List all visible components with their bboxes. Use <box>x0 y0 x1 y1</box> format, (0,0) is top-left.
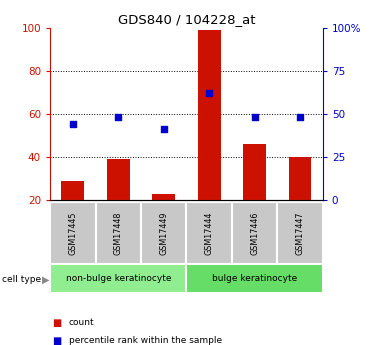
Text: cell type: cell type <box>2 275 41 284</box>
Bar <box>50 264 187 293</box>
Bar <box>278 202 323 264</box>
Point <box>297 115 303 120</box>
Bar <box>289 157 311 243</box>
Bar <box>243 144 266 243</box>
Bar <box>107 159 129 243</box>
Text: ■: ■ <box>52 336 61 345</box>
Point <box>70 121 76 127</box>
Bar <box>96 202 141 264</box>
Text: bulge keratinocyte: bulge keratinocyte <box>212 274 297 283</box>
Point <box>161 127 167 132</box>
Text: percentile rank within the sample: percentile rank within the sample <box>69 336 222 345</box>
Bar <box>141 202 187 264</box>
Bar <box>187 202 232 264</box>
Point <box>115 115 121 120</box>
Text: GSM17449: GSM17449 <box>159 211 168 255</box>
Point <box>252 115 257 120</box>
Bar <box>198 30 220 243</box>
Bar <box>232 202 278 264</box>
Text: GSM17448: GSM17448 <box>114 211 123 255</box>
Text: count: count <box>69 318 94 327</box>
Bar <box>50 202 96 264</box>
Text: GSM17444: GSM17444 <box>205 211 214 255</box>
Text: GSM17446: GSM17446 <box>250 211 259 255</box>
Bar <box>62 181 84 243</box>
Text: GSM17447: GSM17447 <box>296 211 305 255</box>
Title: GDS840 / 104228_at: GDS840 / 104228_at <box>118 13 255 27</box>
Bar <box>152 194 175 243</box>
Bar <box>187 264 323 293</box>
Text: ■: ■ <box>52 318 61 327</box>
Point <box>206 90 212 96</box>
Text: non-bulge keratinocyte: non-bulge keratinocyte <box>66 274 171 283</box>
Text: GSM17445: GSM17445 <box>68 211 77 255</box>
Text: ▶: ▶ <box>42 275 49 284</box>
